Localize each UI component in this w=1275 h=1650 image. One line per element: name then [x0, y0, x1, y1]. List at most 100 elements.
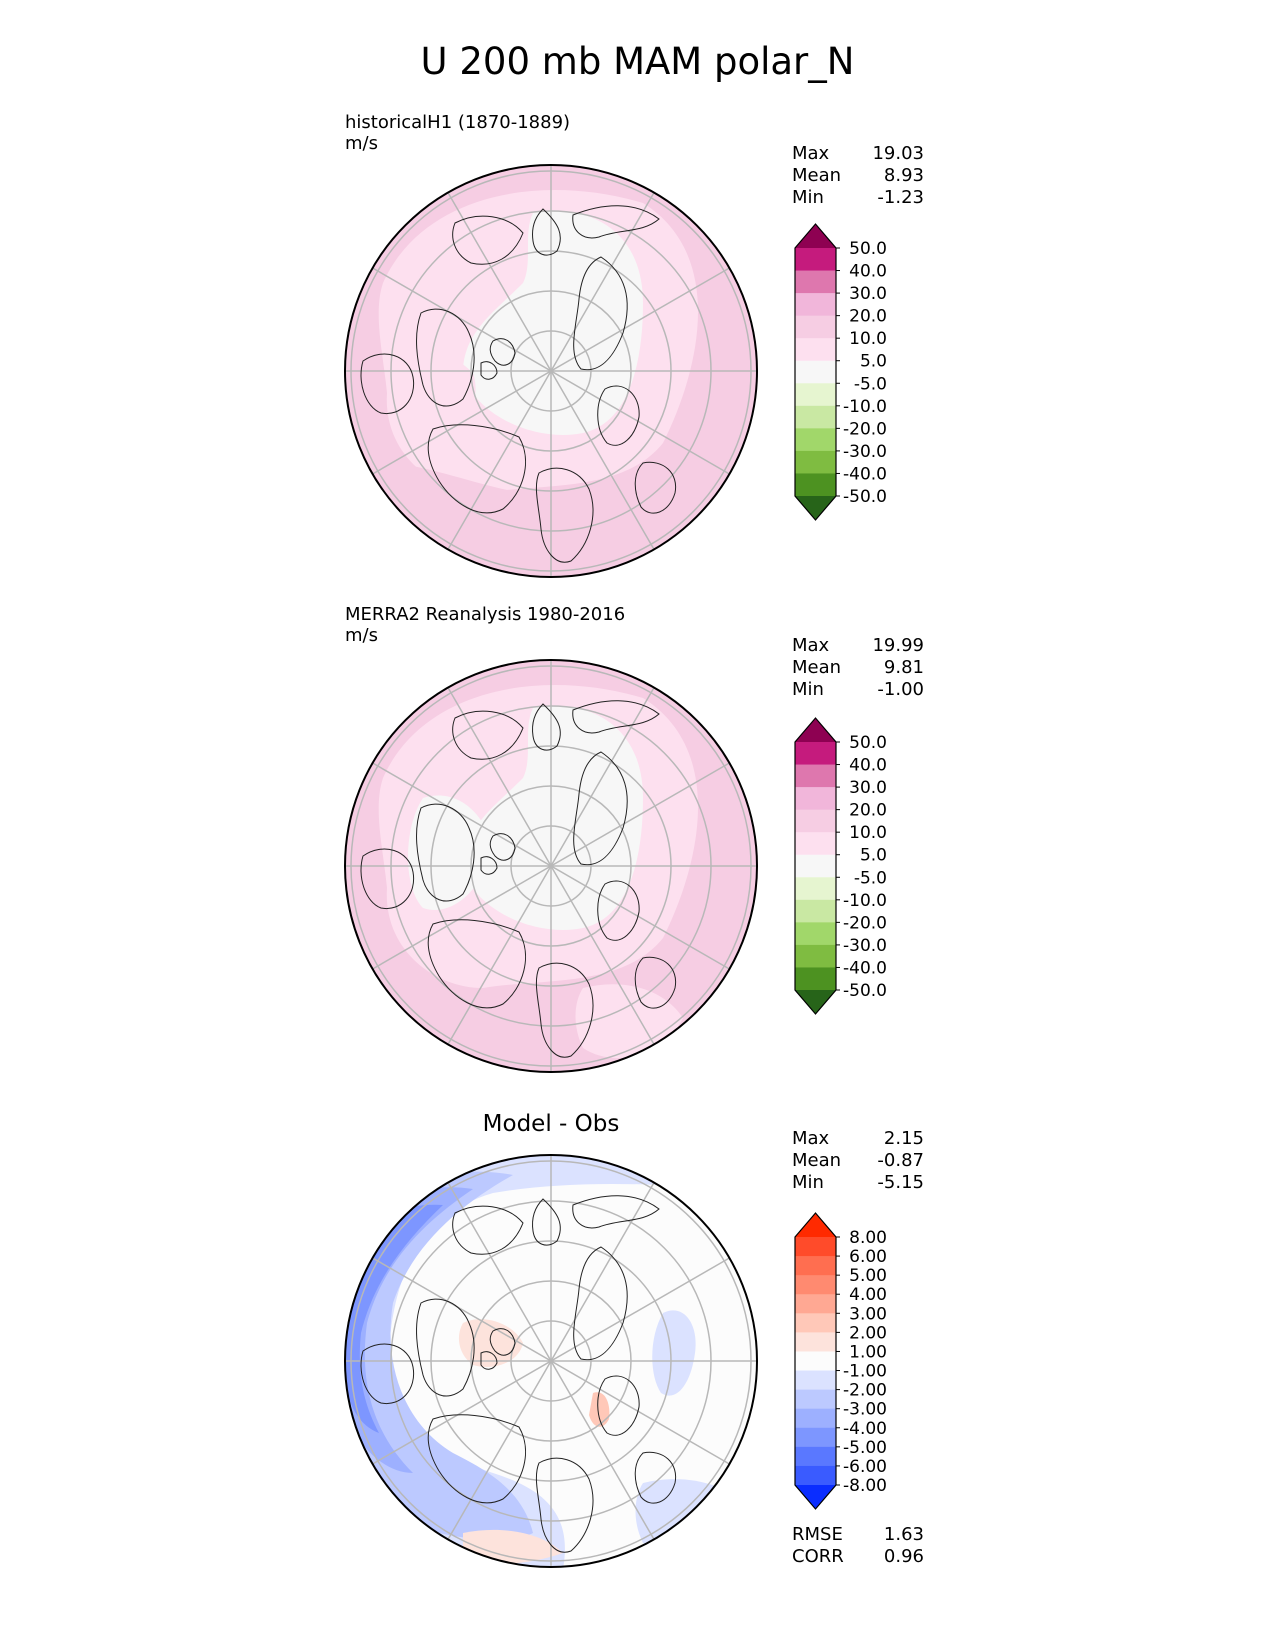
colorbar-segment: [795, 1370, 836, 1391]
colorbar-tick-label: -40.0: [843, 464, 887, 484]
colorbar-tick-label: -2.00: [843, 1381, 887, 1401]
coastline: [532, 208, 561, 256]
meridian-line: [447, 1182, 655, 1540]
stat-value: 9.81: [883, 657, 924, 678]
colorbar-tick-label: -6.00: [843, 1457, 887, 1477]
colorbar-tick-label: 1.00: [849, 1342, 887, 1362]
coastline: [416, 308, 475, 407]
coastline: [535, 1457, 594, 1553]
map-field: [345, 1155, 757, 1567]
colorbar-segment: [795, 809, 836, 833]
map-boundary: [344, 1154, 758, 1568]
meridian-line: [447, 192, 655, 550]
stat-row: RMSE 1.63: [792, 1524, 924, 1546]
map-boundary: [344, 164, 758, 578]
coastline: [427, 919, 526, 1009]
stat-label: CORR: [792, 1546, 844, 1567]
coastline: [480, 1351, 498, 1370]
coastline: [634, 1451, 677, 1504]
colorbar-segment: [795, 899, 836, 923]
colorbar-tick-label: 10.0: [849, 823, 887, 843]
stat-label: Max: [792, 635, 830, 656]
stat-label: Max: [792, 1128, 830, 1149]
colorbar-difference: 8.006.005.004.003.002.001.00-1.00-2.00-3…: [794, 1212, 887, 1510]
field-band-1-2: [463, 1529, 563, 1564]
panel-2-label-line1: MERRA2 Reanalysis 1980-2016: [345, 604, 626, 625]
colorbar-extend-top: [795, 224, 836, 248]
map-boundary: [344, 659, 758, 1073]
coastline: [573, 1246, 628, 1361]
colorbar-segment: [795, 360, 836, 384]
stat-row: Max 2.15: [792, 1128, 924, 1150]
field-band-2-3: [589, 1392, 610, 1427]
colorbar-segment: [795, 338, 836, 362]
colorbar-segment: [795, 1351, 836, 1372]
colorbar-segment: [795, 1446, 836, 1467]
coastline: [480, 856, 498, 875]
panel-2-stats: Max 19.99 Mean 9.81 Min -1.00: [792, 635, 924, 701]
coastline: [480, 361, 498, 380]
colorbar-segment: [795, 944, 836, 968]
colorbar-tick-label: 4.00: [849, 1285, 887, 1305]
colorbar-tick-label: -5.0: [854, 868, 887, 888]
panel-3-stats: Max 2.15 Mean -0.87 Min -5.15: [792, 1128, 924, 1194]
coastline: [634, 461, 677, 514]
coastline: [360, 1343, 415, 1405]
colorbar-tick-label: -1.00: [843, 1362, 887, 1382]
colorbar-tick-label: -8.00: [843, 1476, 887, 1496]
stat-value: 19.03: [872, 143, 924, 164]
colorbar-segment: [795, 1294, 836, 1314]
colorbar-tick-label: -10.0: [843, 397, 887, 417]
coastline: [597, 1375, 640, 1436]
colorbar-segment: [795, 1275, 836, 1295]
coastline: [532, 1198, 561, 1246]
coastline: [572, 700, 660, 734]
colorbar-extend-bottom: [795, 1485, 836, 1509]
colorbar-tick-label: 3.00: [849, 1304, 887, 1324]
coastline: [416, 803, 475, 902]
stat-row: Min -1.23: [792, 187, 924, 209]
colorbar-tick-label: 50.0: [849, 733, 887, 753]
stat-value: -1.23: [877, 187, 924, 208]
coastline: [452, 215, 524, 265]
colorbar-segment: [795, 967, 836, 991]
colorbar-tick-label: 40.0: [849, 262, 887, 282]
colorbar-extend-top: [795, 1213, 836, 1237]
coastline: [427, 424, 526, 514]
stat-label: Mean: [792, 1150, 842, 1171]
stat-row: CORR 0.96: [792, 1546, 924, 1568]
colorbar-tick-label: -30.0: [843, 442, 887, 462]
coastline: [535, 962, 594, 1058]
field-band-neg5-5: [463, 211, 643, 435]
colorbar-segment: [795, 1427, 836, 1448]
colorbar-tick-label: -50.0: [843, 981, 887, 1001]
polar-map-model: [344, 164, 758, 578]
stat-row: Min -1.00: [792, 679, 924, 701]
stat-value: -0.87: [877, 1150, 924, 1171]
coastline: [573, 751, 628, 866]
colorbar-tick-label: 20.0: [849, 801, 887, 821]
coastline: [535, 467, 594, 563]
stat-value: 19.99: [872, 635, 924, 656]
coastline: [489, 338, 516, 366]
coastline: [489, 1328, 516, 1356]
coastline: [532, 703, 561, 751]
panel-2-label: MERRA2 Reanalysis 1980-2016 m/s: [345, 604, 625, 646]
colorbar-segment: [795, 764, 836, 788]
stat-value: 0.96: [883, 1546, 924, 1567]
field-band-5-10: [575, 984, 683, 1058]
coastline: [597, 385, 640, 446]
polar-map-difference: [344, 1154, 758, 1568]
coastline: [572, 1195, 660, 1229]
stat-label: Min: [792, 1172, 824, 1193]
colorbar-segment: [795, 383, 836, 407]
stat-value: 2.15: [883, 1128, 924, 1149]
colorbar-extend-top: [795, 718, 836, 742]
colorbar-segment: [795, 293, 836, 317]
coastline: [597, 880, 640, 941]
stat-label: Min: [792, 187, 824, 208]
colorbar-segment: [795, 428, 836, 452]
colorbar-tick-label: -5.00: [843, 1438, 887, 1458]
stat-value: 8.93: [883, 165, 924, 186]
field-band-neg2-neg1: [652, 1310, 696, 1396]
